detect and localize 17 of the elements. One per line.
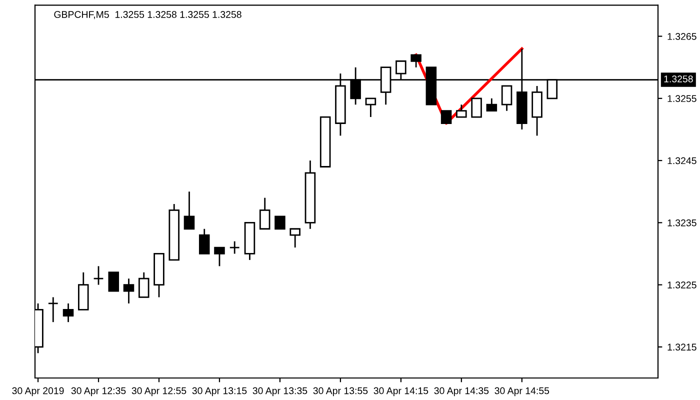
x-tick-label: 30 Apr 12:55 bbox=[132, 387, 186, 396]
x-tick-label: 30 Apr 14:15 bbox=[374, 387, 428, 396]
x-tick-label: 30 Apr 2019 bbox=[12, 387, 64, 396]
y-tick-label: 1.3255 bbox=[668, 95, 696, 102]
x-tick-label: 30 Apr 14:35 bbox=[434, 387, 489, 396]
x-tick-label: 30 Apr 13:35 bbox=[252, 387, 308, 396]
y-tick-label: 1.3265 bbox=[668, 33, 696, 40]
y-tick-label: 1.3225 bbox=[668, 282, 696, 288]
ref-line-label: 1.3258 bbox=[664, 75, 693, 82]
x-tick-label: 30 Apr 14:55 bbox=[494, 387, 550, 396]
y-tick-label: 1.3235 bbox=[668, 219, 696, 226]
x-tick-label: 30 Apr 13:55 bbox=[313, 387, 368, 396]
x-tick-label: 30 Apr 13:15 bbox=[192, 387, 247, 396]
y-tick-label: 1.3245 bbox=[668, 157, 696, 164]
text: GBPCHF,M5 1.3255 1.3258 1.3255 1.3258 bbox=[54, 11, 242, 20]
x-tick-label: 30 Apr 12:35 bbox=[71, 387, 126, 396]
y-tick-label: 1.3215 bbox=[668, 344, 696, 351]
